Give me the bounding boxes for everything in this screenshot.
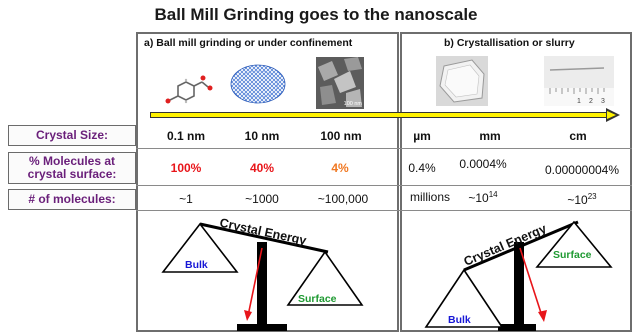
- nanocluster-image: [230, 64, 286, 104]
- size-value: mm: [479, 129, 501, 143]
- molecule-count: millions: [409, 190, 450, 204]
- balance-scale-left: Crystal Energy Bulk Surface: [161, 216, 364, 331]
- row-label-surface-line2: crystal surface:: [27, 167, 117, 181]
- panel-a-title: a) Ball mill grinding or under confineme…: [144, 37, 353, 49]
- scale-base: [498, 324, 536, 331]
- molecule-count: ~100,000: [317, 192, 369, 206]
- surface-value: 0.0004%: [459, 157, 507, 171]
- row-divider: [136, 185, 632, 186]
- molecule-count-base: ~10: [468, 191, 489, 205]
- ruler-tick-2: 2: [589, 98, 593, 105]
- molecule-count-exponent: 23: [587, 192, 597, 201]
- balance-scale-right: Crystal Energy Bulk Surface: [424, 220, 613, 331]
- surface-value: 100%: [170, 161, 202, 175]
- molecule-count-base: ~10: [567, 193, 588, 207]
- size-value: µm: [413, 129, 431, 143]
- size-value: 10 nm: [244, 129, 280, 143]
- ruler-tick-1: 1: [577, 98, 581, 105]
- scale-post: [514, 242, 524, 331]
- page-title: Ball Mill Grinding goes to the nanoscale: [154, 5, 478, 24]
- force-arrow: [519, 247, 543, 317]
- scale-bar-label: 100 nm: [343, 101, 362, 107]
- surface-value: 0.00000004%: [544, 163, 620, 177]
- crystal-image: [436, 56, 488, 106]
- row-label-crystal-size: Crystal Size:: [8, 125, 136, 146]
- molecule-count: ~1014: [462, 190, 504, 205]
- row-label-molecules: # of molecules:: [8, 189, 136, 210]
- size-value: 0.1 nm: [166, 129, 205, 143]
- ruler-image: 1 2 3: [544, 56, 614, 106]
- row-divider: [136, 210, 632, 211]
- force-arrow: [247, 247, 263, 317]
- scale-pan-right: [286, 250, 364, 306]
- scale-beam: [199, 222, 329, 254]
- bulk-label-left: Bulk: [185, 259, 208, 271]
- scale-pan-left: [424, 268, 504, 328]
- force-arrow-head: [538, 310, 547, 322]
- scale-pan-left: [161, 222, 239, 273]
- force-arrow-head: [244, 310, 252, 321]
- row-label-surface-line1: % Molecules at: [28, 154, 116, 168]
- bulk-label-right: Bulk: [448, 314, 471, 326]
- surface-label-left: Surface: [298, 293, 337, 305]
- ruler-tick-3: 3: [601, 98, 605, 105]
- molecule-count: ~1023: [560, 192, 604, 207]
- surface-value: 40%: [249, 161, 275, 175]
- panel-b-title: b) Crystallisation or slurry: [444, 37, 575, 49]
- scale-pan-right: [535, 220, 613, 268]
- surface-label-right: Surface: [553, 249, 592, 261]
- molecule-image: [165, 75, 213, 104]
- sem-image: 100 nm: [316, 57, 364, 109]
- scale-base: [237, 324, 287, 331]
- scale-label-right: Crystal Energy: [462, 221, 549, 268]
- row-label-surface: % Molecules at crystal surface:: [8, 152, 136, 184]
- size-value: 100 nm: [320, 129, 362, 143]
- scale-post: [257, 242, 267, 331]
- size-value: cm: [569, 129, 587, 143]
- molecule-count: ~1000: [245, 192, 279, 206]
- size-arrow: [150, 112, 610, 118]
- molecule-count: ~1: [179, 192, 193, 206]
- molecule-count-exponent: 14: [488, 190, 498, 199]
- size-arrow-head-fill: [607, 110, 616, 119]
- surface-value: 0.4%: [408, 161, 436, 175]
- surface-value: 4%: [331, 161, 349, 175]
- row-divider: [136, 148, 632, 149]
